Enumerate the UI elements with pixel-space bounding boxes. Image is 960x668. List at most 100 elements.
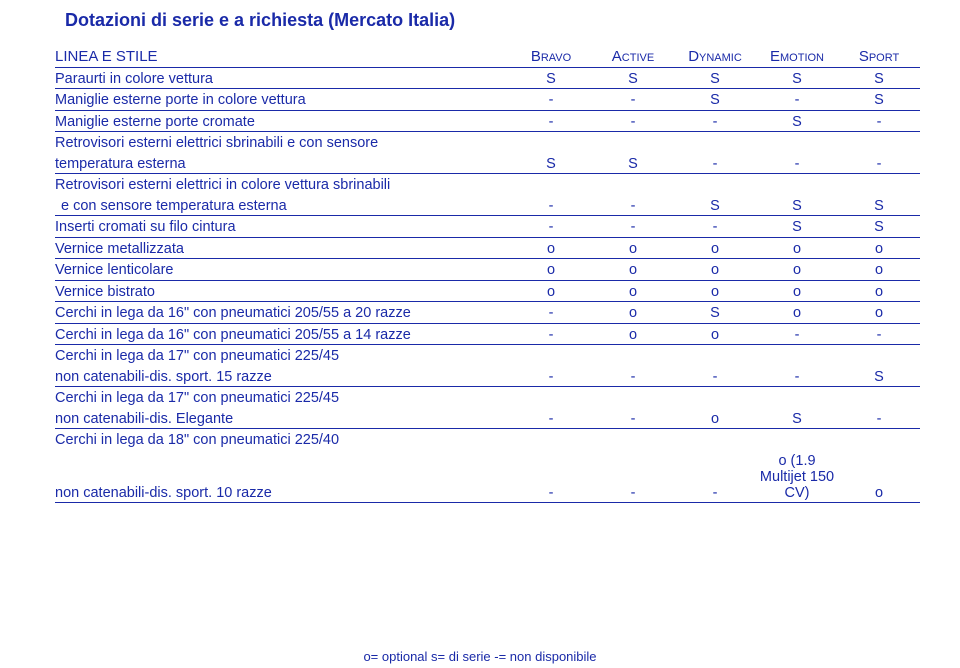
row-cell: - [674,450,756,503]
row-cell [838,429,920,450]
row-cell: S [592,153,674,174]
row-cell: - [756,323,838,345]
row-cell [838,132,920,153]
col-emotion: Emotion [756,45,838,67]
row-cell [756,429,838,450]
row-cell [674,132,756,153]
table-row: Cerchi in lega da 16" con pneumatici 205… [55,302,920,324]
row-cell: o [510,237,592,259]
row-cell: - [592,89,674,111]
row-cell: o [592,259,674,281]
row-cell: o [838,237,920,259]
table-row: Vernice bistratoooooo [55,280,920,302]
row-cell: - [838,153,920,174]
row-cell: - [510,366,592,387]
row-cell: S [674,67,756,89]
row-cell: o [756,280,838,302]
row-cell: o [838,280,920,302]
row-cell: S [510,67,592,89]
table-row: Maniglie esterne porte cromate---S- [55,110,920,132]
table-row: non catenabili-dis. sport. 15 razze----S [55,366,920,387]
row-cell: - [510,323,592,345]
row-cell: - [674,153,756,174]
row-label: Retrovisori esterni elettrici in colore … [55,174,510,195]
row-cell: S [838,195,920,216]
row-cell: - [674,366,756,387]
table-row: Cerchi in lega da 16" con pneumatici 205… [55,323,920,345]
row-cell: o [674,280,756,302]
row-cell: o [838,259,920,281]
row-cell [510,387,592,408]
row-label: Maniglie esterne porte cromate [55,110,510,132]
table-row: Vernice metallizzataooooo [55,237,920,259]
row-cell [674,345,756,366]
table-row: non catenabili-dis. Elegante--oS- [55,408,920,429]
row-cell: - [592,110,674,132]
row-label: e con sensore temperatura esterna [55,195,510,216]
row-cell: - [838,408,920,429]
row-cell: S [674,302,756,324]
row-cell [592,387,674,408]
row-label: Cerchi in lega da 16" con pneumatici 205… [55,302,510,324]
row-cell: S [756,216,838,238]
row-cell: - [674,216,756,238]
row-label: Vernice metallizzata [55,237,510,259]
row-cell: - [674,110,756,132]
row-cell [510,132,592,153]
section-heading: LINEA E STILE [55,45,510,67]
row-label: Cerchi in lega da 18" con pneumatici 225… [55,429,510,450]
row-cell: - [510,302,592,324]
table-row: Cerchi in lega da 18" con pneumatici 225… [55,429,920,450]
page-title: Dotazioni di serie e a richiesta (Mercat… [65,10,920,31]
row-cell: o [756,237,838,259]
row-cell: S [510,153,592,174]
row-cell [510,174,592,195]
row-label: Cerchi in lega da 16" con pneumatici 205… [55,323,510,345]
row-label: non catenabili-dis. sport. 10 razze [55,450,510,503]
row-cell [674,429,756,450]
col-sport: Sport [838,45,920,67]
row-cell [510,345,592,366]
row-label: Vernice bistrato [55,280,510,302]
table-row: Cerchi in lega da 17" con pneumatici 225… [55,387,920,408]
row-cell [592,429,674,450]
row-cell: - [510,216,592,238]
row-cell: o [510,280,592,302]
row-cell: S [756,110,838,132]
row-cell [756,387,838,408]
row-cell [592,132,674,153]
table-row: Maniglie esterne porte in colore vettura… [55,89,920,111]
row-cell [674,174,756,195]
col-bravo: Bravo [510,45,592,67]
row-cell [756,174,838,195]
table-row: Vernice lenticolareooooo [55,259,920,281]
row-cell: S [592,67,674,89]
row-cell: S [674,89,756,111]
row-cell: - [838,110,920,132]
row-label: Maniglie esterne porte in colore vettura [55,89,510,111]
row-cell: o [592,237,674,259]
row-cell [756,132,838,153]
row-cell: o [592,302,674,324]
table-row: Cerchi in lega da 17" con pneumatici 225… [55,345,920,366]
row-label: Cerchi in lega da 17" con pneumatici 225… [55,387,510,408]
col-active: Active [592,45,674,67]
row-cell: o [838,302,920,324]
table-row: temperatura esternaSS--- [55,153,920,174]
row-cell: o [756,302,838,324]
row-cell: - [592,195,674,216]
row-label: Vernice lenticolare [55,259,510,281]
row-cell: - [592,450,674,503]
row-label: temperatura esterna [55,153,510,174]
row-cell: S [838,216,920,238]
row-cell: - [756,366,838,387]
row-cell: o [756,259,838,281]
row-cell: - [510,450,592,503]
row-cell: - [510,89,592,111]
row-cell: - [838,323,920,345]
row-cell: - [592,216,674,238]
col-dynamic: Dynamic [674,45,756,67]
table-row: Paraurti in colore vetturaSSSSS [55,67,920,89]
row-cell: - [756,89,838,111]
row-cell: S [838,89,920,111]
